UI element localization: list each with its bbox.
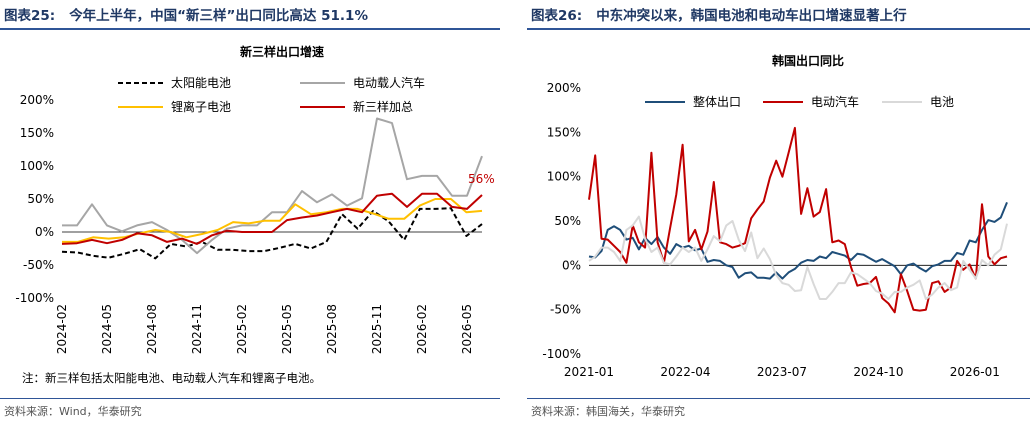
y-tick-label: 150% [20,126,54,140]
right-source-text: 资料来源：韩国海关，华泰研究 [531,405,685,418]
series-line-2 [62,117,483,255]
y-tick-label: 150% [547,125,581,139]
x-tick-label: 2025-08 [325,304,339,354]
y-tick-label: -50% [550,303,581,317]
right-title-rule [527,28,1030,30]
chart-note: 注：新三样包括太阳能电池、电动载人汽车和锂离子电池。 [22,371,321,385]
legend-label: 电动汽车 [811,94,859,109]
y-tick-label: 0% [35,225,54,239]
x-tick-label: 2024-05 [100,304,114,354]
y-tick-label: 50% [27,192,54,206]
series-line-1 [61,207,483,260]
y-tick-label: 0% [562,258,581,272]
value-annotation: 56% [468,172,495,186]
right-figure-title: 图表26: 中东冲突以来，韩国电池和电动车出口增速显著上行 [531,4,907,24]
x-tick-label: 2023-07 [757,365,807,379]
legend-label: 电池 [930,95,954,109]
series-line-4 [61,192,483,245]
series-line-1 [588,202,1008,280]
x-tick-label: 2025-02 [235,304,249,354]
x-tick-label: 2026-02 [415,304,429,354]
x-tick-label: 2025-11 [370,304,384,354]
y-tick-label: -100% [15,291,54,305]
right-figure-title-text: 中东冲突以来，韩国电池和电动车出口增速显著上行 [596,8,907,24]
series-line-3 [588,215,1008,300]
right-figure-label: 图表26: [531,8,583,24]
y-tick-label: 200% [20,93,54,107]
left-figure-label: 图表25: [4,8,56,24]
legend-label: 整体出口 [693,94,741,109]
x-tick-label: 2024-02 [55,304,69,354]
x-tick-label: 2024-11 [190,304,204,354]
x-tick-label: 2024-10 [853,365,903,379]
left-source-text: 资料来源：Wind，华泰研究 [4,405,142,418]
y-tick-label: 200% [547,81,581,95]
left-figure-title: 图表25: 今年上半年，中国“新三样”出口同比高达 51.1% [4,4,368,24]
right-line-chart: 韩国出口同比 -100% -50% 0% 50% 100% 150% 200% 2021-01 2… [542,53,1008,379]
y-tick-label: 50% [554,214,581,228]
x-tick-label: 2024-08 [145,304,159,354]
x-tick-label: 2021-01 [564,365,614,379]
left-figure-title-text: 今年上半年，中国“新三样”出口同比高达 51.1% [69,8,368,24]
x-tick-label: 2022-04 [660,365,710,379]
y-tick-label: -100% [542,347,581,361]
x-tick-label: 2025-05 [280,304,294,354]
left-title-rule [0,28,500,30]
legend-label: 新三样加总 [353,99,413,114]
left-source-rule [0,398,500,399]
series-line-2 [588,126,1008,314]
chart-title: 新三样出口增速 [240,44,324,59]
chart-title: 韩国出口同比 [772,53,844,68]
y-tick-label: -50% [23,258,54,272]
legend-label: 电动载人汽车 [353,75,425,90]
y-tick-label: 100% [20,159,54,173]
legend-label: 太阳能电池 [171,75,231,90]
left-line-chart: 新三样出口增速 -100% -50% 0% 50% 100% 150% 200% 2024-02… [15,44,495,385]
y-tick-label: 100% [547,170,581,184]
series-line-3 [62,198,483,243]
right-figure-panel: 图表26: 中东冲突以来，韩国电池和电动车出口增速显著上行 韩国出口同比 -100%… [527,0,1030,423]
legend-label: 锂离子电池 [171,99,231,114]
right-source-rule [527,398,1030,399]
left-figure-panel: 图表25: 今年上半年，中国“新三样”出口同比高达 51.1% 新三样出口增速 -1… [0,0,500,423]
x-tick-label: 2026-01 [950,365,1000,379]
x-tick-label: 2026-05 [460,304,474,354]
